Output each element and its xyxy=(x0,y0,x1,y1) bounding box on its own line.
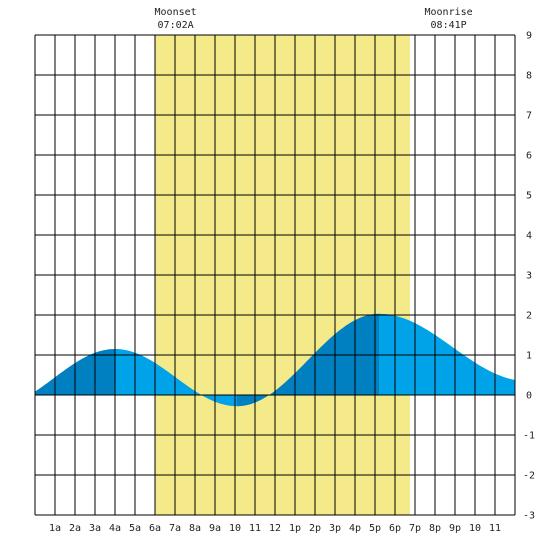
y-tick-label: -2 xyxy=(523,471,535,482)
x-tick-label: 8a xyxy=(189,523,201,534)
x-tick-label: 7p xyxy=(409,523,421,534)
x-tick-label: 3a xyxy=(89,523,101,534)
moonset-label: Moonset xyxy=(155,7,197,18)
x-tick-label: 6p xyxy=(389,523,401,534)
tide-segment-rising xyxy=(237,313,379,407)
x-tick-label: 5a xyxy=(129,523,141,534)
x-tick-label: 5p xyxy=(369,523,381,534)
x-tick-labels: 1a 2a 3a 4a 5a 6a 7a 8a 9a 10 11 12 1p 2p 3p 4p 5p 6p 7p 8p… xyxy=(49,523,501,534)
x-tick-label: 12 xyxy=(269,523,281,534)
x-tick-label: 6a xyxy=(149,523,161,534)
y-tick-label: -3 xyxy=(523,511,535,522)
x-tick-label: 2p xyxy=(309,523,321,534)
x-tick-label: 11 xyxy=(249,523,261,534)
x-tick-label: 11 xyxy=(489,523,501,534)
x-tick-label: 1a xyxy=(49,523,61,534)
y-tick-label: 4 xyxy=(526,231,532,242)
tide-segment-falling xyxy=(379,313,515,395)
y-tick-label: 9 xyxy=(526,31,532,42)
x-tick-label: 4p xyxy=(349,523,361,534)
y-tick-label: -1 xyxy=(523,431,535,442)
y-tick-label: 8 xyxy=(526,71,532,82)
y-tick-label: 1 xyxy=(526,351,532,362)
x-tick-label: 9a xyxy=(209,523,221,534)
moonrise-label: Moonrise xyxy=(425,7,473,18)
y-tick-label: 0 xyxy=(526,391,532,402)
x-tick-label: 1p xyxy=(289,523,301,534)
x-tick-label: 10 xyxy=(469,523,481,534)
x-tick-label: 10 xyxy=(229,523,241,534)
y-tick-label: 3 xyxy=(526,271,532,282)
x-tick-label: 9p xyxy=(449,523,461,534)
moonrise-time: 08:41P xyxy=(431,20,467,31)
y-tick-label: 7 xyxy=(526,111,532,122)
y-tick-label: 5 xyxy=(526,191,532,202)
x-tick-label: 3p xyxy=(329,523,341,534)
y-tick-labels: 9 8 7 6 5 4 3 2 1 0 -1 -2 -3 xyxy=(523,31,535,522)
x-tick-label: 8p xyxy=(429,523,441,534)
x-tick-label: 7a xyxy=(169,523,181,534)
x-tick-label: 2a xyxy=(69,523,81,534)
tide-segment-falling xyxy=(115,349,237,407)
x-tick-label: 4a xyxy=(109,523,121,534)
y-tick-label: 6 xyxy=(526,151,532,162)
moonset-time: 07:02A xyxy=(158,20,194,31)
moon-annotations: Moonset 07:02A Moonrise 08:41P xyxy=(155,7,473,31)
grid-layer xyxy=(34,34,516,516)
y-tick-label: 2 xyxy=(526,311,532,322)
